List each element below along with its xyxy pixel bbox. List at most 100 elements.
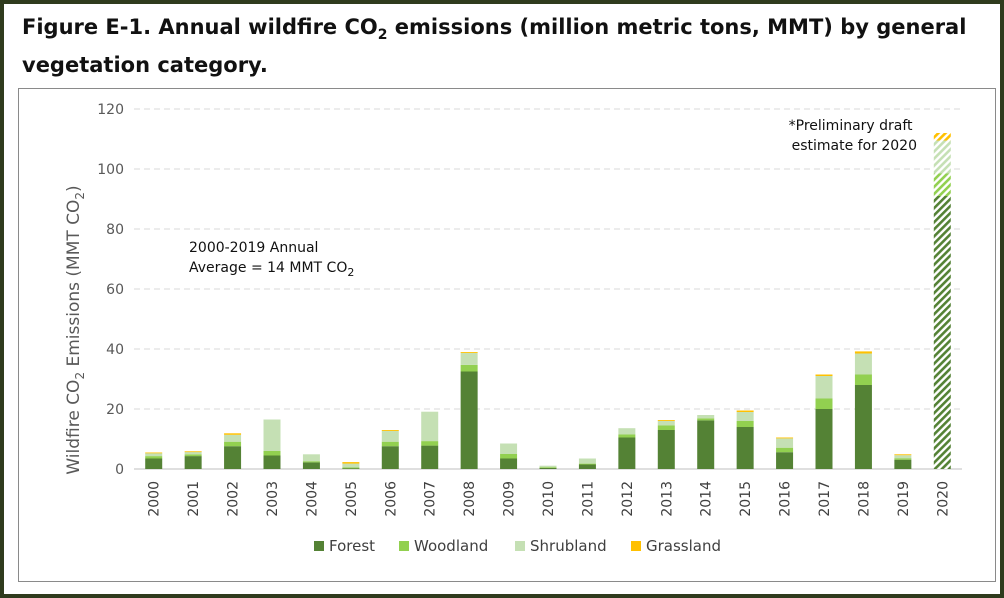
bar-woodland-2019 xyxy=(894,458,912,460)
bar-woodland-2020 xyxy=(933,173,951,196)
bar-woodland-2008 xyxy=(460,364,478,372)
x-tick-label: 2009 xyxy=(502,481,518,517)
bar-shrubland-2000 xyxy=(145,453,163,457)
x-tick-label: 2016 xyxy=(778,481,794,517)
x-tick-label: 2012 xyxy=(620,481,636,517)
x-tick-label: 2020 xyxy=(935,481,951,517)
y-tick-label: 120 xyxy=(97,102,124,118)
x-tick-label: 2004 xyxy=(304,481,320,517)
x-tick-label: 2014 xyxy=(699,481,715,517)
bar-shrubland-2015 xyxy=(736,412,754,421)
bar-forest-2007 xyxy=(421,445,439,469)
bar-forest-2003 xyxy=(263,455,281,469)
title-suffix: emissions (million metric tons, MMT) by … xyxy=(387,15,967,39)
title-line2: vegetation category. xyxy=(22,53,268,78)
bar-woodland-2012 xyxy=(618,434,636,438)
bar-shrubland-2008 xyxy=(460,352,478,365)
bar-grassland-2001 xyxy=(184,451,202,453)
bar-grassland-2000 xyxy=(145,452,163,454)
bar-woodland-2016 xyxy=(776,447,794,453)
gridlines xyxy=(134,108,962,470)
bar-forest-2009 xyxy=(500,458,518,469)
bar-woodland-2010 xyxy=(539,467,557,468)
bar-shrubland-2014 xyxy=(697,415,715,419)
bars xyxy=(145,133,951,469)
bar-shrubland-2004 xyxy=(302,454,320,462)
preliminary-annotation: *Preliminary draft estimate for 2020 xyxy=(789,118,917,154)
bar-forest-2001 xyxy=(184,456,202,469)
bar-forest-2020 xyxy=(933,196,951,469)
bar-woodland-2011 xyxy=(578,463,596,465)
x-tick-label: 2008 xyxy=(462,481,478,517)
figure-title: Figure E-1. Annual wildfire CO2 emission… xyxy=(22,12,1002,80)
bar-shrubland-2016 xyxy=(776,438,794,448)
bar-woodland-2014 xyxy=(697,418,715,421)
y-tick-label: 0 xyxy=(115,462,124,478)
bar-woodland-2003 xyxy=(263,451,281,456)
bar-grassland-2020 xyxy=(933,133,951,141)
bar-shrubland-2003 xyxy=(263,419,281,451)
y-axis-label: Wildfire CO2 Emissions (MMT CO2) xyxy=(64,185,87,474)
x-tick-label: 2018 xyxy=(856,481,872,517)
x-tick-label: 2005 xyxy=(344,481,360,517)
bar-woodland-2018 xyxy=(854,374,872,385)
bar-forest-2008 xyxy=(460,371,478,469)
x-tick-label: 2003 xyxy=(265,481,281,517)
title-sub: 2 xyxy=(377,27,388,44)
y-tick-label: 20 xyxy=(106,402,124,418)
bar-woodland-2004 xyxy=(302,461,320,463)
bar-grassland-2008 xyxy=(460,352,478,353)
legend-label-shrubland: Shrubland xyxy=(530,537,607,555)
bar-shrubland-2001 xyxy=(184,451,202,455)
bar-woodland-2017 xyxy=(815,398,833,409)
bar-grassland-2019 xyxy=(894,454,912,456)
bar-woodland-2015 xyxy=(736,421,754,427)
bar-grassland-2005 xyxy=(342,462,360,464)
bar-shrubland-2009 xyxy=(500,443,518,454)
bar-forest-2014 xyxy=(697,420,715,469)
legend-swatch-forest xyxy=(314,541,324,551)
x-tick-label: 2001 xyxy=(186,481,202,517)
legend-swatch-woodland xyxy=(399,541,409,551)
bar-grassland-2015 xyxy=(736,410,754,412)
chart-container: 0 20 40 60 80 100 120 2000 2001 2002 2003 2004 2005… xyxy=(18,88,996,582)
x-tick-label: 2006 xyxy=(383,481,399,517)
y-tick-labels: 0 20 40 60 80 100 120 xyxy=(97,102,124,478)
bar-forest-2011 xyxy=(578,464,596,469)
bar-woodland-2009 xyxy=(500,454,518,459)
bar-grassland-2018 xyxy=(854,351,872,354)
bar-forest-2013 xyxy=(657,430,675,469)
average-annotation: 2000-2019 Annual Average = 14 MMT CO2 xyxy=(189,240,354,279)
bar-forest-2005 xyxy=(342,468,360,469)
y-tick-label: 80 xyxy=(106,222,124,238)
bar-forest-2000 xyxy=(145,458,163,469)
bar-shrubland-2011 xyxy=(578,458,596,464)
bar-forest-2012 xyxy=(618,437,636,469)
bar-shrubland-2002 xyxy=(224,434,242,442)
legend-swatch-shrubland xyxy=(515,541,525,551)
legend-label-grassland: Grassland xyxy=(646,537,721,555)
y-tick-label: 100 xyxy=(97,162,124,178)
x-tick-label: 2002 xyxy=(226,481,242,517)
x-tick-label: 2007 xyxy=(423,481,439,517)
x-tick-label: 2015 xyxy=(738,481,754,517)
title-prefix: Figure E-1. Annual wildfire CO xyxy=(22,15,378,39)
bar-woodland-2002 xyxy=(224,441,242,447)
bar-forest-2019 xyxy=(894,459,912,469)
bar-woodland-2001 xyxy=(184,454,202,457)
bar-shrubland-2019 xyxy=(894,455,912,459)
legend: Forest Woodland Shrubland Grassland xyxy=(314,537,721,555)
y-tick-label: 40 xyxy=(106,342,124,358)
bar-shrubland-2012 xyxy=(618,428,636,435)
bar-shrubland-2017 xyxy=(815,376,833,399)
legend-label-forest: Forest xyxy=(329,537,375,555)
bar-grassland-2016 xyxy=(776,437,794,439)
bar-woodland-2013 xyxy=(657,425,675,430)
bar-forest-2010 xyxy=(539,467,557,469)
bar-grassland-2017 xyxy=(815,374,833,376)
bar-forest-2016 xyxy=(776,452,794,469)
bar-forest-2006 xyxy=(381,446,399,469)
x-tick-label: 2000 xyxy=(147,481,163,517)
bar-grassland-2013 xyxy=(657,420,675,421)
